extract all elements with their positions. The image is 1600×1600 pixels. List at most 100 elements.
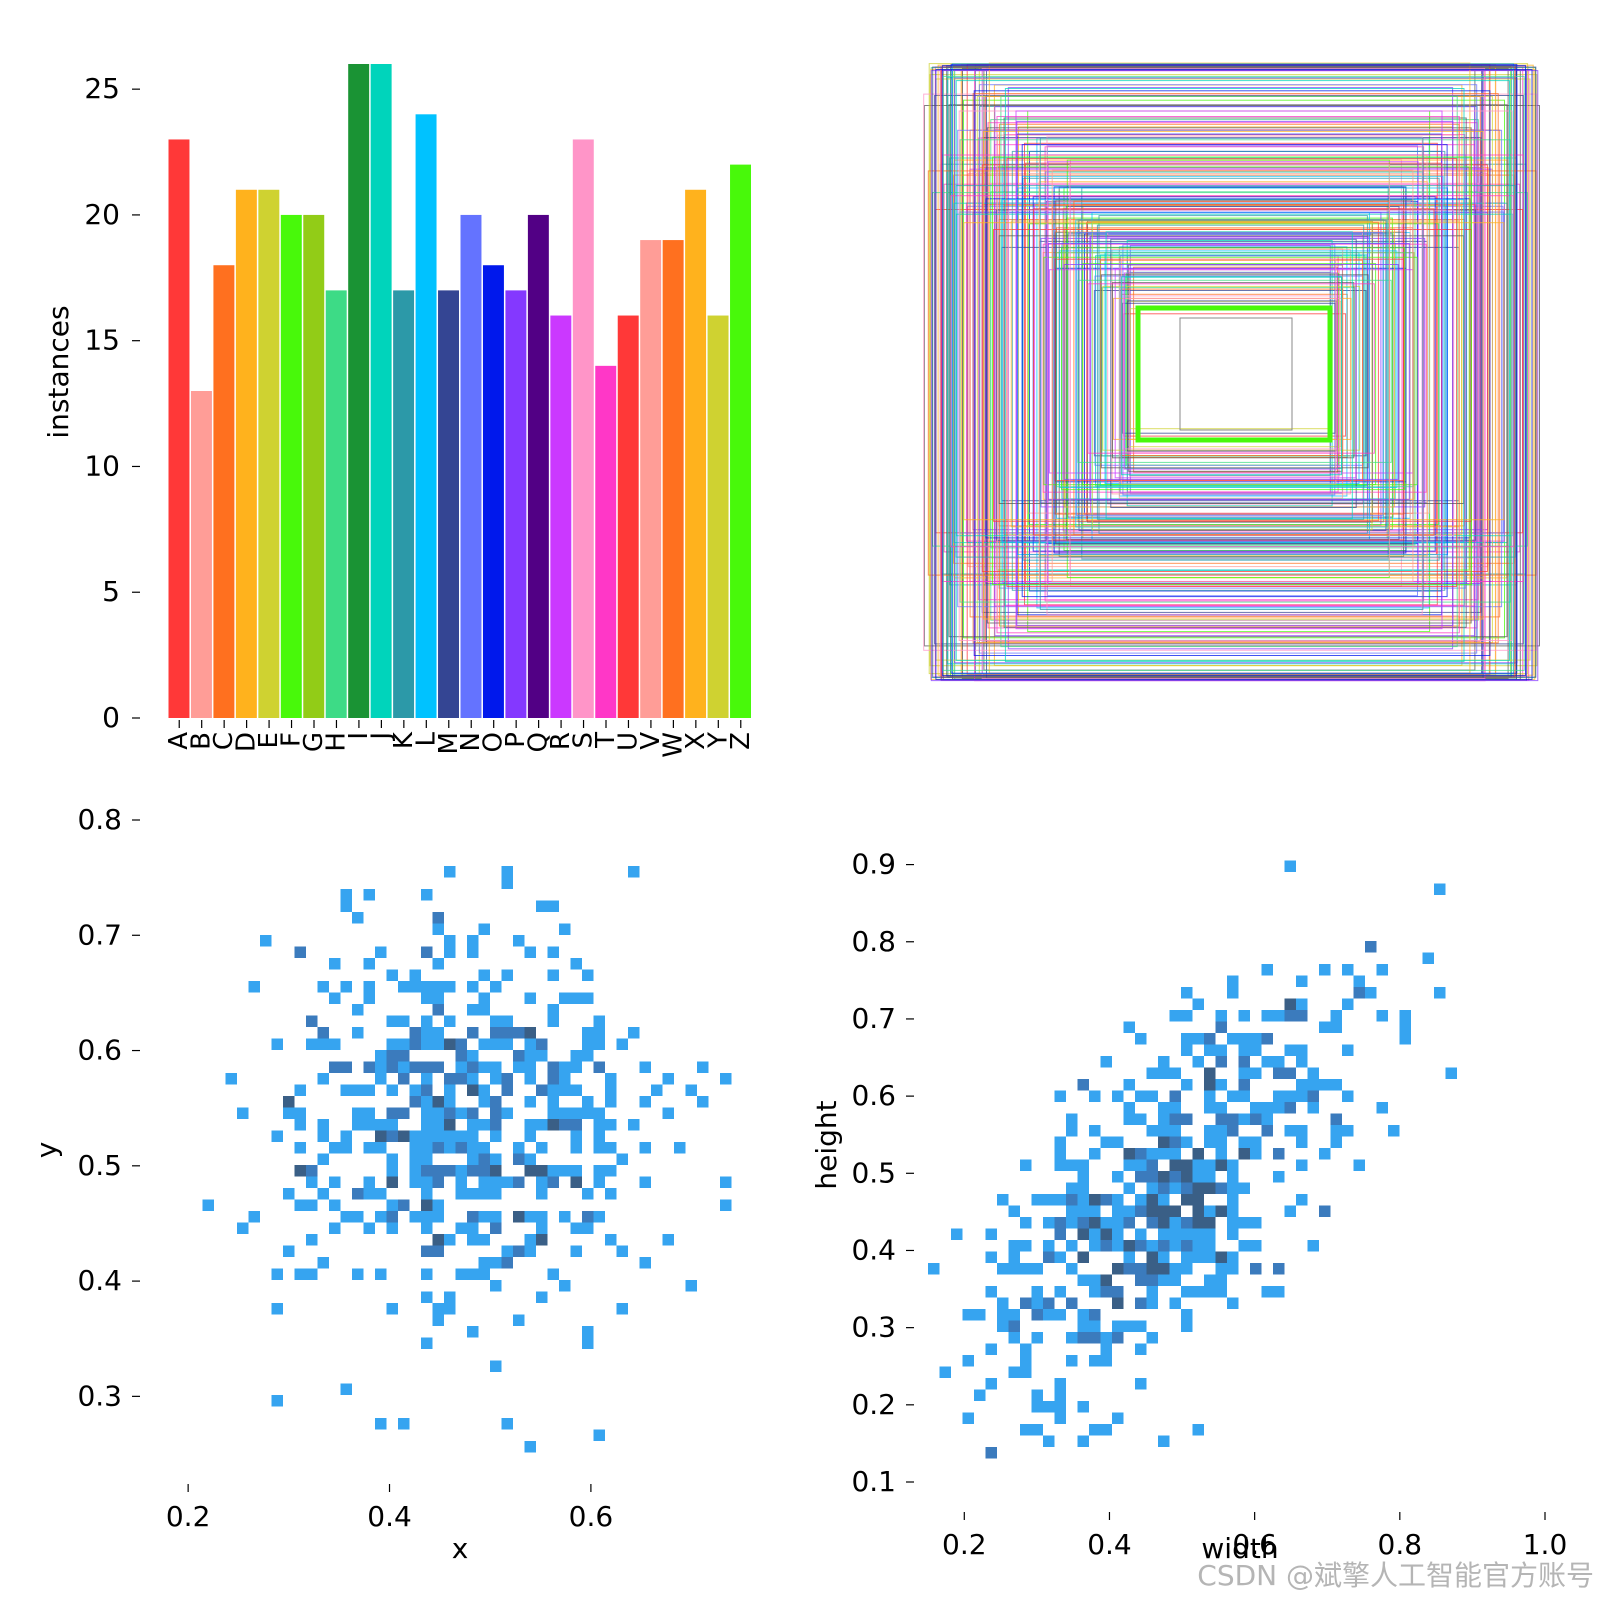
- heatmap-cell: [1054, 1378, 1066, 1390]
- bounding-box: [1047, 243, 1410, 500]
- heatmap-cell: [1181, 1182, 1193, 1194]
- heatmap-cell: [409, 1130, 421, 1142]
- heatmap-cell: [1284, 1090, 1296, 1102]
- heatmap-cell: [1135, 1205, 1147, 1217]
- bar-Y: [707, 315, 729, 718]
- bounding-box: [1011, 150, 1446, 591]
- bounding-box: [1006, 158, 1458, 587]
- heatmap-cell: [1077, 1320, 1089, 1332]
- bar-P: [505, 290, 527, 718]
- heatmap-cell: [1112, 1136, 1124, 1148]
- heatmap-cell: [421, 1337, 433, 1349]
- heatmap-cell: [547, 1165, 559, 1177]
- bounding-box: [1059, 250, 1398, 488]
- y-tick-label: 0.5: [77, 1149, 122, 1182]
- x-tick-label: 0.4: [367, 1500, 412, 1533]
- heatmap-cell: [1089, 1148, 1101, 1160]
- heatmap-cell: [570, 1050, 582, 1062]
- heatmap-cell: [1169, 1125, 1181, 1137]
- heatmap-cell: [432, 958, 444, 970]
- heatmap-cell: [1307, 1067, 1319, 1079]
- bounding-box: [1021, 144, 1448, 598]
- heatmap-cell: [1020, 1424, 1032, 1436]
- heatmap-cell: [294, 1142, 306, 1154]
- heatmap-cell: [375, 946, 387, 958]
- heatmap-cell: [432, 1211, 444, 1223]
- heatmap-cell: [1066, 1332, 1078, 1344]
- heatmap-cell: [432, 1245, 444, 1257]
- heatmap-cell: [306, 1234, 318, 1246]
- heatmap-cell: [421, 1245, 433, 1257]
- heatmap-cell: [524, 946, 536, 958]
- heatmap-cell: [225, 1073, 237, 1085]
- heatmap-cell: [1043, 1435, 1055, 1447]
- heatmap-cell: [1227, 1263, 1239, 1275]
- heatmap-cell: [421, 1027, 433, 1039]
- heatmap-cell: [398, 1061, 410, 1073]
- heatmap-cell: [1031, 1286, 1043, 1298]
- width-height-heatmap: 0.2 0.4 0.6 0.8 1.0 0.1 0.2 0.3 0.4 0.5 0.6 0.7 0.8 0…: [810, 848, 1567, 1565]
- bounding-box: [1100, 274, 1369, 469]
- heatmap-cell: [1146, 1067, 1158, 1079]
- heatmap-cell: [363, 1107, 375, 1119]
- heatmap-cell: [478, 1188, 490, 1200]
- wh-axes: 0.2 0.4 0.6 0.8 1.0 0.1 0.2 0.3 0.4 0.5 0.6 0.7 0.8 0…: [851, 848, 1567, 1561]
- heatmap-cell: [386, 1303, 398, 1315]
- bounding-box: [955, 80, 1510, 661]
- bar-y-tick-label: 5: [102, 575, 120, 608]
- heatmap-cell: [1146, 1182, 1158, 1194]
- heatmap-cell: [478, 1268, 490, 1280]
- heatmap-cell: [1054, 1389, 1066, 1401]
- heatmap-cell: [490, 1027, 502, 1039]
- heatmap-cell: [1158, 1148, 1170, 1160]
- bounding-box: [973, 90, 1491, 657]
- heatmap-cell: [444, 1015, 456, 1027]
- heatmap-cell: [582, 992, 594, 1004]
- heatmap-cell: [1123, 1263, 1135, 1275]
- bar-C: [213, 265, 235, 718]
- x-tick-label: 1.0: [1523, 1528, 1568, 1561]
- heatmap-cell: [1112, 1320, 1124, 1332]
- heatmap-cell: [1192, 998, 1204, 1010]
- heatmap-cell: [1054, 1148, 1066, 1160]
- bounding-box: [1046, 136, 1423, 615]
- heatmap-cell: [1008, 1366, 1020, 1378]
- heatmap-cell: [467, 1107, 479, 1119]
- heatmap-cell: [363, 1084, 375, 1096]
- heatmap-cell: [628, 1119, 640, 1131]
- bounding-box: [1135, 305, 1333, 443]
- heatmap-cell: [340, 1383, 352, 1395]
- heatmap-cell: [928, 1263, 940, 1275]
- heatmap-cell: [375, 1188, 387, 1200]
- heatmap-cell: [375, 1142, 387, 1154]
- heatmap-cell: [1181, 1171, 1193, 1183]
- heatmap-cell: [490, 1061, 502, 1073]
- heatmap-cell: [467, 1084, 479, 1096]
- heatmap-cell: [1066, 1263, 1078, 1275]
- heatmap-cell: [1008, 1205, 1020, 1217]
- heatmap-cell: [1284, 1067, 1296, 1079]
- heatmap-cell: [524, 1130, 536, 1142]
- heatmap-cell: [662, 1107, 674, 1119]
- heatmap-cell: [985, 1447, 997, 1459]
- heatmap-cell: [1135, 1343, 1147, 1355]
- heatmap-cell: [329, 1222, 341, 1234]
- heatmap-cell: [329, 1142, 341, 1154]
- heatmap-cell: [490, 1119, 502, 1131]
- bounding-box: [941, 65, 1526, 677]
- bar-x-tick-label: D: [232, 732, 262, 752]
- heatmap-cell: [1330, 1079, 1342, 1091]
- heatmap-cell: [409, 1061, 421, 1073]
- heatmap-cell: [340, 981, 352, 993]
- bar-x-tick-label: M: [434, 732, 464, 754]
- heatmap-cell: [375, 1119, 387, 1131]
- heatmap-cell: [639, 1096, 651, 1108]
- heatmap-cell: [1158, 1136, 1170, 1148]
- heatmap-cell: [582, 1222, 594, 1234]
- heatmap-cell: [1181, 1228, 1193, 1240]
- bar-N: [460, 214, 482, 718]
- heatmap-cell: [421, 889, 433, 901]
- heatmap-cell: [467, 981, 479, 993]
- bounding-box: [1126, 300, 1342, 448]
- heatmap-cell: [559, 1107, 571, 1119]
